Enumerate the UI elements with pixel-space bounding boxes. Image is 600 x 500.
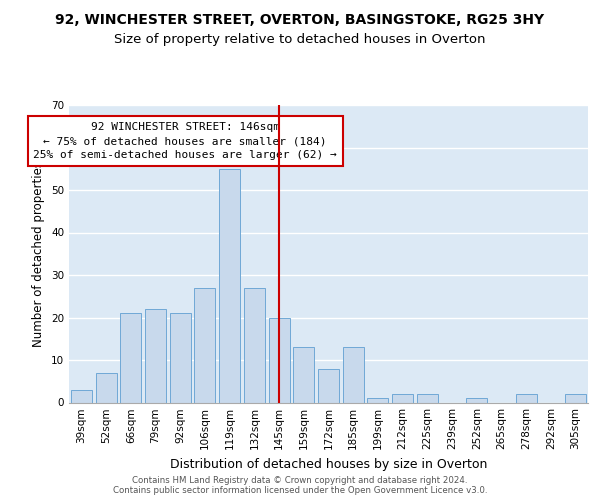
Y-axis label: Number of detached properties: Number of detached properties xyxy=(32,161,46,347)
Bar xyxy=(417,394,438,402)
Bar xyxy=(516,394,537,402)
Bar xyxy=(95,373,116,402)
Bar xyxy=(293,347,314,403)
Bar xyxy=(343,347,364,403)
Bar xyxy=(170,313,191,402)
Bar xyxy=(318,368,339,402)
Text: Size of property relative to detached houses in Overton: Size of property relative to detached ho… xyxy=(114,32,486,46)
Bar xyxy=(219,169,240,402)
Bar xyxy=(466,398,487,402)
Text: 92, WINCHESTER STREET, OVERTON, BASINGSTOKE, RG25 3HY: 92, WINCHESTER STREET, OVERTON, BASINGST… xyxy=(55,12,545,26)
Bar xyxy=(392,394,413,402)
Bar xyxy=(269,318,290,402)
Bar xyxy=(194,288,215,403)
Bar xyxy=(120,313,141,402)
Text: Contains HM Land Registry data © Crown copyright and database right 2024.
Contai: Contains HM Land Registry data © Crown c… xyxy=(113,476,487,495)
Text: 92 WINCHESTER STREET: 146sqm
← 75% of detached houses are smaller (184)
25% of s: 92 WINCHESTER STREET: 146sqm ← 75% of de… xyxy=(33,122,337,160)
Bar xyxy=(71,390,92,402)
X-axis label: Distribution of detached houses by size in Overton: Distribution of detached houses by size … xyxy=(170,458,487,471)
Bar xyxy=(145,309,166,402)
Bar xyxy=(244,288,265,403)
Bar xyxy=(565,394,586,402)
Bar xyxy=(367,398,388,402)
